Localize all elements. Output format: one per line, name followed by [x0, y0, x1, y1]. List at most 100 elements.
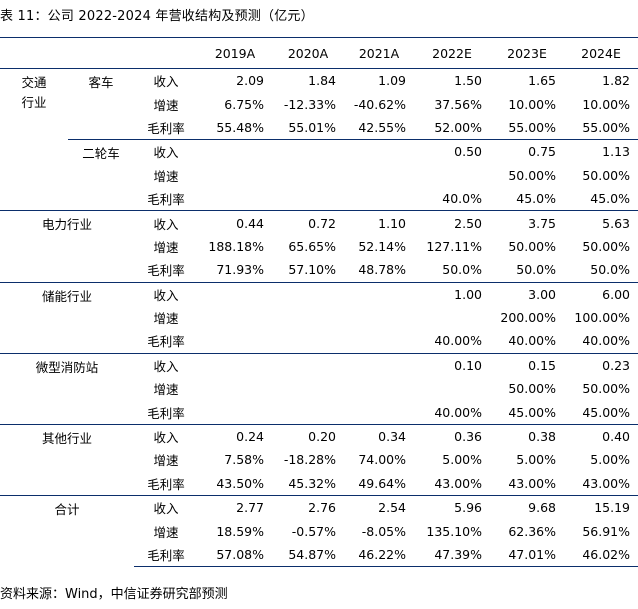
value-cell: 37.56%	[434, 96, 482, 112]
value-cell: 55.00%	[508, 119, 556, 135]
metric-cell: 毛利率	[147, 476, 185, 492]
table-row: 储能行业 收入 1.00 3.00 6.00	[0, 281, 638, 354]
year-header: 2023E	[490, 37, 564, 69]
value-cell: 2.77	[198, 495, 272, 520]
header-blank	[0, 37, 68, 69]
segment-name: 微型消防站	[0, 352, 134, 425]
year-header: 2021A	[344, 37, 414, 69]
value-cell: 71.93%	[216, 262, 264, 278]
value-cell: 188.18%	[208, 238, 264, 254]
value-cell: 45.0%	[516, 191, 556, 207]
table-row: 增速 200.00% 100.00%	[0, 306, 638, 329]
table-row: 毛利率 55.48% 55.01% 42.55% 52.00% 55.00% 55.00%	[0, 116, 638, 140]
value-cell	[272, 139, 344, 164]
value-cell: 52.14%	[358, 238, 406, 254]
value-cell	[198, 139, 272, 164]
segment-name: 交通 行业	[0, 67, 68, 211]
value-cell: 10.00%	[582, 96, 630, 112]
metric-cell: 增速	[153, 524, 179, 540]
value-cell	[272, 352, 344, 378]
year-header: 2020A	[272, 37, 344, 69]
value-cell: 0.75	[490, 139, 564, 164]
value-cell: 0.40	[564, 423, 638, 449]
value-cell: 3.00	[490, 281, 564, 306]
value-cell: 50.00%	[508, 238, 556, 254]
year-header: 2022E	[414, 37, 490, 69]
value-cell	[272, 400, 344, 424]
value-cell: 0.15	[490, 352, 564, 378]
value-cell	[272, 306, 344, 329]
value-cell: 1.13	[564, 139, 638, 164]
value-cell	[198, 377, 272, 400]
value-cell: 1.10	[344, 210, 414, 235]
value-cell	[344, 139, 414, 164]
value-cell	[272, 281, 344, 306]
value-cell: 50.0%	[590, 262, 630, 278]
value-cell: 49.64%	[358, 475, 406, 491]
metric-cell: 收入	[134, 423, 198, 449]
metric-cell: 增速	[153, 311, 179, 327]
metric-cell: 增速	[153, 453, 179, 469]
subsegment-name: 客车	[68, 67, 134, 140]
value-cell	[198, 306, 272, 329]
table-title: 表 11：公司 2022-2024 年营收结构及预测（亿元）	[0, 9, 314, 24]
value-cell: 46.02%	[564, 542, 638, 568]
metric-cell: 收入	[134, 210, 198, 235]
value-cell: 100.00%	[574, 310, 630, 326]
value-cell: 18.59%	[216, 523, 264, 539]
value-cell: 47.01%	[490, 542, 564, 568]
value-cell: 52.00%	[434, 119, 482, 135]
segment-name: 电力行业	[0, 210, 134, 283]
value-cell	[198, 329, 272, 353]
value-cell: 9.68	[490, 495, 564, 520]
value-cell: 0.20	[272, 423, 344, 449]
metric-cell: 增速	[153, 239, 179, 255]
value-cell: 15.19	[564, 495, 638, 520]
table-row: 电力行业 收入 0.44 0.72 1.10 2.50 3.75 5.63	[0, 210, 638, 283]
table-row: 增速 50.00% 50.00%	[0, 164, 638, 187]
table-row: 其他行业 收入 0.24 0.20 0.34 0.36 0.38 0.40	[0, 423, 638, 496]
value-cell	[198, 352, 272, 378]
value-cell: 6.00	[564, 281, 638, 306]
subsegment-name: 二轮车	[68, 139, 134, 211]
value-cell: 45.00%	[582, 404, 630, 420]
value-cell: 0.50	[414, 139, 490, 164]
value-cell	[198, 187, 272, 211]
value-cell: 74.00%	[358, 452, 406, 468]
value-cell	[272, 187, 344, 211]
table-row: 毛利率 40.00% 40.00% 40.00%	[0, 329, 638, 353]
segment-name: 储能行业	[0, 281, 134, 354]
value-cell: 3.75	[490, 210, 564, 235]
value-cell: 50.0%	[442, 262, 482, 278]
value-cell: 5.00%	[442, 452, 482, 468]
value-cell	[272, 329, 344, 353]
table-row: 毛利率 57.08% 54.87% 46.22% 47.39% 47.01% 46.02%	[0, 542, 638, 568]
value-cell: 62.36%	[508, 523, 556, 539]
value-cell	[344, 164, 414, 187]
value-cell: 1.65	[490, 68, 564, 93]
table-row: 合计 收入 2.77 2.76 2.54 5.96 9.68 15.19	[0, 495, 638, 567]
value-cell: 56.91%	[582, 523, 630, 539]
value-cell: 42.55%	[358, 119, 406, 135]
value-cell: 43.50%	[216, 475, 264, 491]
value-cell: 45.00%	[508, 404, 556, 420]
value-cell	[198, 164, 272, 187]
metric-cell: 毛利率	[147, 263, 185, 279]
value-cell: 2.50	[414, 210, 490, 235]
table-row: 交通 行业 客车 收入 2.09 1.84 1.09 1.50 1.65 1.82	[0, 67, 638, 211]
value-cell: 1.00	[414, 281, 490, 306]
value-cell: 50.00%	[508, 167, 556, 183]
metric-cell: 毛利率	[147, 334, 185, 350]
value-cell: 1.09	[344, 68, 414, 93]
value-cell: 45.0%	[590, 191, 630, 207]
value-cell: 46.22%	[344, 542, 414, 568]
table-row: 微型消防站 收入 0.10 0.15 0.23	[0, 352, 638, 425]
value-cell: 40.0%	[442, 191, 482, 207]
header-row: 2019A 2020A 2021A 2022E 2023E 2024E	[0, 37, 638, 69]
value-cell: 7.58%	[224, 452, 264, 468]
value-cell: -40.62%	[353, 96, 406, 112]
value-cell	[344, 352, 414, 378]
value-cell: 57.08%	[198, 542, 272, 568]
value-cell: 10.00%	[508, 96, 556, 112]
value-cell: -12.33%	[283, 96, 336, 112]
